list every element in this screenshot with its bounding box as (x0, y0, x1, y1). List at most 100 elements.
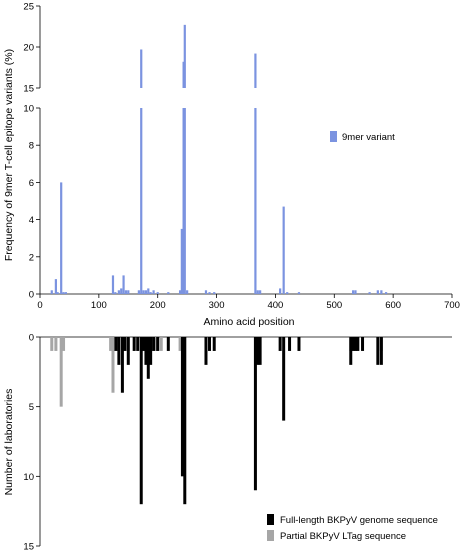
variant-bar (167, 292, 170, 294)
variant-bar (213, 292, 216, 294)
top-y-tick-label: 25 (23, 2, 34, 13)
variant-bar (256, 290, 259, 294)
bottom-y-tick-label: 15 (23, 542, 34, 550)
variant-bar (127, 290, 130, 294)
full-length-bar (353, 337, 357, 351)
variant-bar (208, 292, 211, 294)
full-length-bar (180, 337, 184, 477)
variant-bar (142, 290, 145, 294)
variant-bar (111, 275, 115, 294)
top-y-tick-label: 6 (29, 178, 34, 189)
full-length-bar (288, 337, 292, 351)
variant-bar (56, 292, 59, 294)
variant-frequency-panel: Frequency of 9mer T-cell epitope variant… (3, 2, 460, 329)
full-length-bar (136, 337, 140, 351)
variant-bar (64, 292, 67, 294)
full-length-bar (361, 337, 365, 351)
full-length-bar (376, 337, 380, 365)
variant-bar (354, 290, 357, 294)
variant-bar (279, 288, 282, 294)
bottom-y-tick-label: 5 (29, 402, 34, 413)
full-length-bar (149, 337, 153, 365)
variant-bar-lower-segment (254, 108, 257, 294)
full-length-bar (351, 337, 355, 351)
legend-label-9mer-variant: 9mer variant (342, 132, 395, 143)
top-x-tick-label: 500 (326, 300, 342, 311)
full-length-bar (139, 337, 143, 505)
bottom-legend: Full-length BKPyV genome sequence Partia… (267, 514, 438, 542)
variant-bar (117, 290, 120, 294)
laboratory-bars (50, 337, 383, 505)
variant-bar (259, 290, 262, 294)
legend-label-full-length: Full-length BKPyV genome sequence (280, 515, 438, 526)
variant-bar (147, 288, 150, 294)
full-length-bar (120, 337, 124, 393)
variant-bar-upper-segment (183, 24, 186, 88)
variant-bar (352, 290, 355, 294)
variant-bar (114, 292, 117, 294)
top-x-axis-label: Amino acid position (203, 316, 294, 328)
full-length-bar (253, 337, 257, 491)
top-y-axis-label: Frequency of 9mer T-cell epitope variant… (3, 49, 15, 261)
top-y-tick-label: 15 (23, 84, 34, 95)
top-x-tick-label: 200 (150, 300, 166, 311)
variant-bar (384, 292, 388, 294)
legend-swatch-full-length (267, 514, 274, 525)
top-x-tick-label: 600 (385, 300, 401, 311)
bottom-y-tick-label: 0 (29, 333, 34, 344)
variant-bar (120, 288, 123, 294)
variant-bar (368, 292, 371, 294)
legend-swatch-9mer-variant (330, 131, 337, 142)
top-y-tick-label: 0 (29, 290, 34, 301)
full-length-bar (208, 337, 212, 351)
top-y-tick-label: 10 (23, 104, 34, 115)
variant-bar (380, 290, 383, 294)
variant-bar (149, 292, 152, 294)
full-length-bar (152, 337, 156, 351)
top-legend: 9mer variant (330, 131, 395, 143)
full-length-bar (123, 337, 127, 351)
full-length-bar (212, 337, 216, 351)
variant-bar (50, 290, 53, 294)
partial-ltag-bar (109, 337, 113, 351)
top-y-tick-label: 2 (29, 252, 34, 263)
partial-ltag-bar (59, 337, 63, 407)
partial-ltag-bar (159, 337, 163, 351)
top-y-tick-label: 8 (29, 141, 34, 152)
variant-bar (186, 290, 189, 294)
variant-bar (124, 290, 128, 294)
full-length-bar (126, 337, 130, 365)
partial-ltag-bar (54, 337, 58, 351)
full-length-bar (256, 337, 260, 365)
top-x-tick-label: 400 (267, 300, 283, 311)
full-length-bar (146, 337, 150, 379)
variant-bars (50, 24, 388, 294)
full-length-bar (183, 337, 187, 505)
full-length-bar (258, 337, 262, 365)
full-length-bar (132, 337, 136, 351)
bottom-y-tick-label: 10 (23, 472, 34, 483)
variant-bar (286, 292, 289, 294)
laboratory-count-panel: Number of laboratories 0 5 10 15 Full-lengt… (3, 333, 452, 550)
variant-bar-lower-segment (183, 108, 186, 294)
variant-bar (122, 275, 125, 294)
variant-bar (144, 290, 148, 294)
top-y-tick-label: 20 (23, 43, 34, 54)
variant-bar-lower-segment (140, 108, 143, 294)
partial-ltag-bar (178, 337, 182, 351)
variant-bar (54, 279, 57, 294)
variant-bar-upper-segment (254, 53, 257, 88)
variant-bar (180, 228, 183, 294)
full-length-bar (278, 337, 282, 351)
variant-bar (60, 182, 63, 294)
full-length-bar (144, 337, 148, 365)
variant-bar (204, 290, 208, 294)
legend-label-partial: Partial BKPyV LTag sequence (280, 531, 406, 542)
variant-bar (62, 292, 65, 294)
variant-bar (178, 290, 182, 294)
full-length-bar (297, 337, 301, 351)
variant-bar (156, 292, 159, 294)
partial-ltag-bar (111, 337, 115, 393)
full-length-bar (166, 337, 170, 351)
